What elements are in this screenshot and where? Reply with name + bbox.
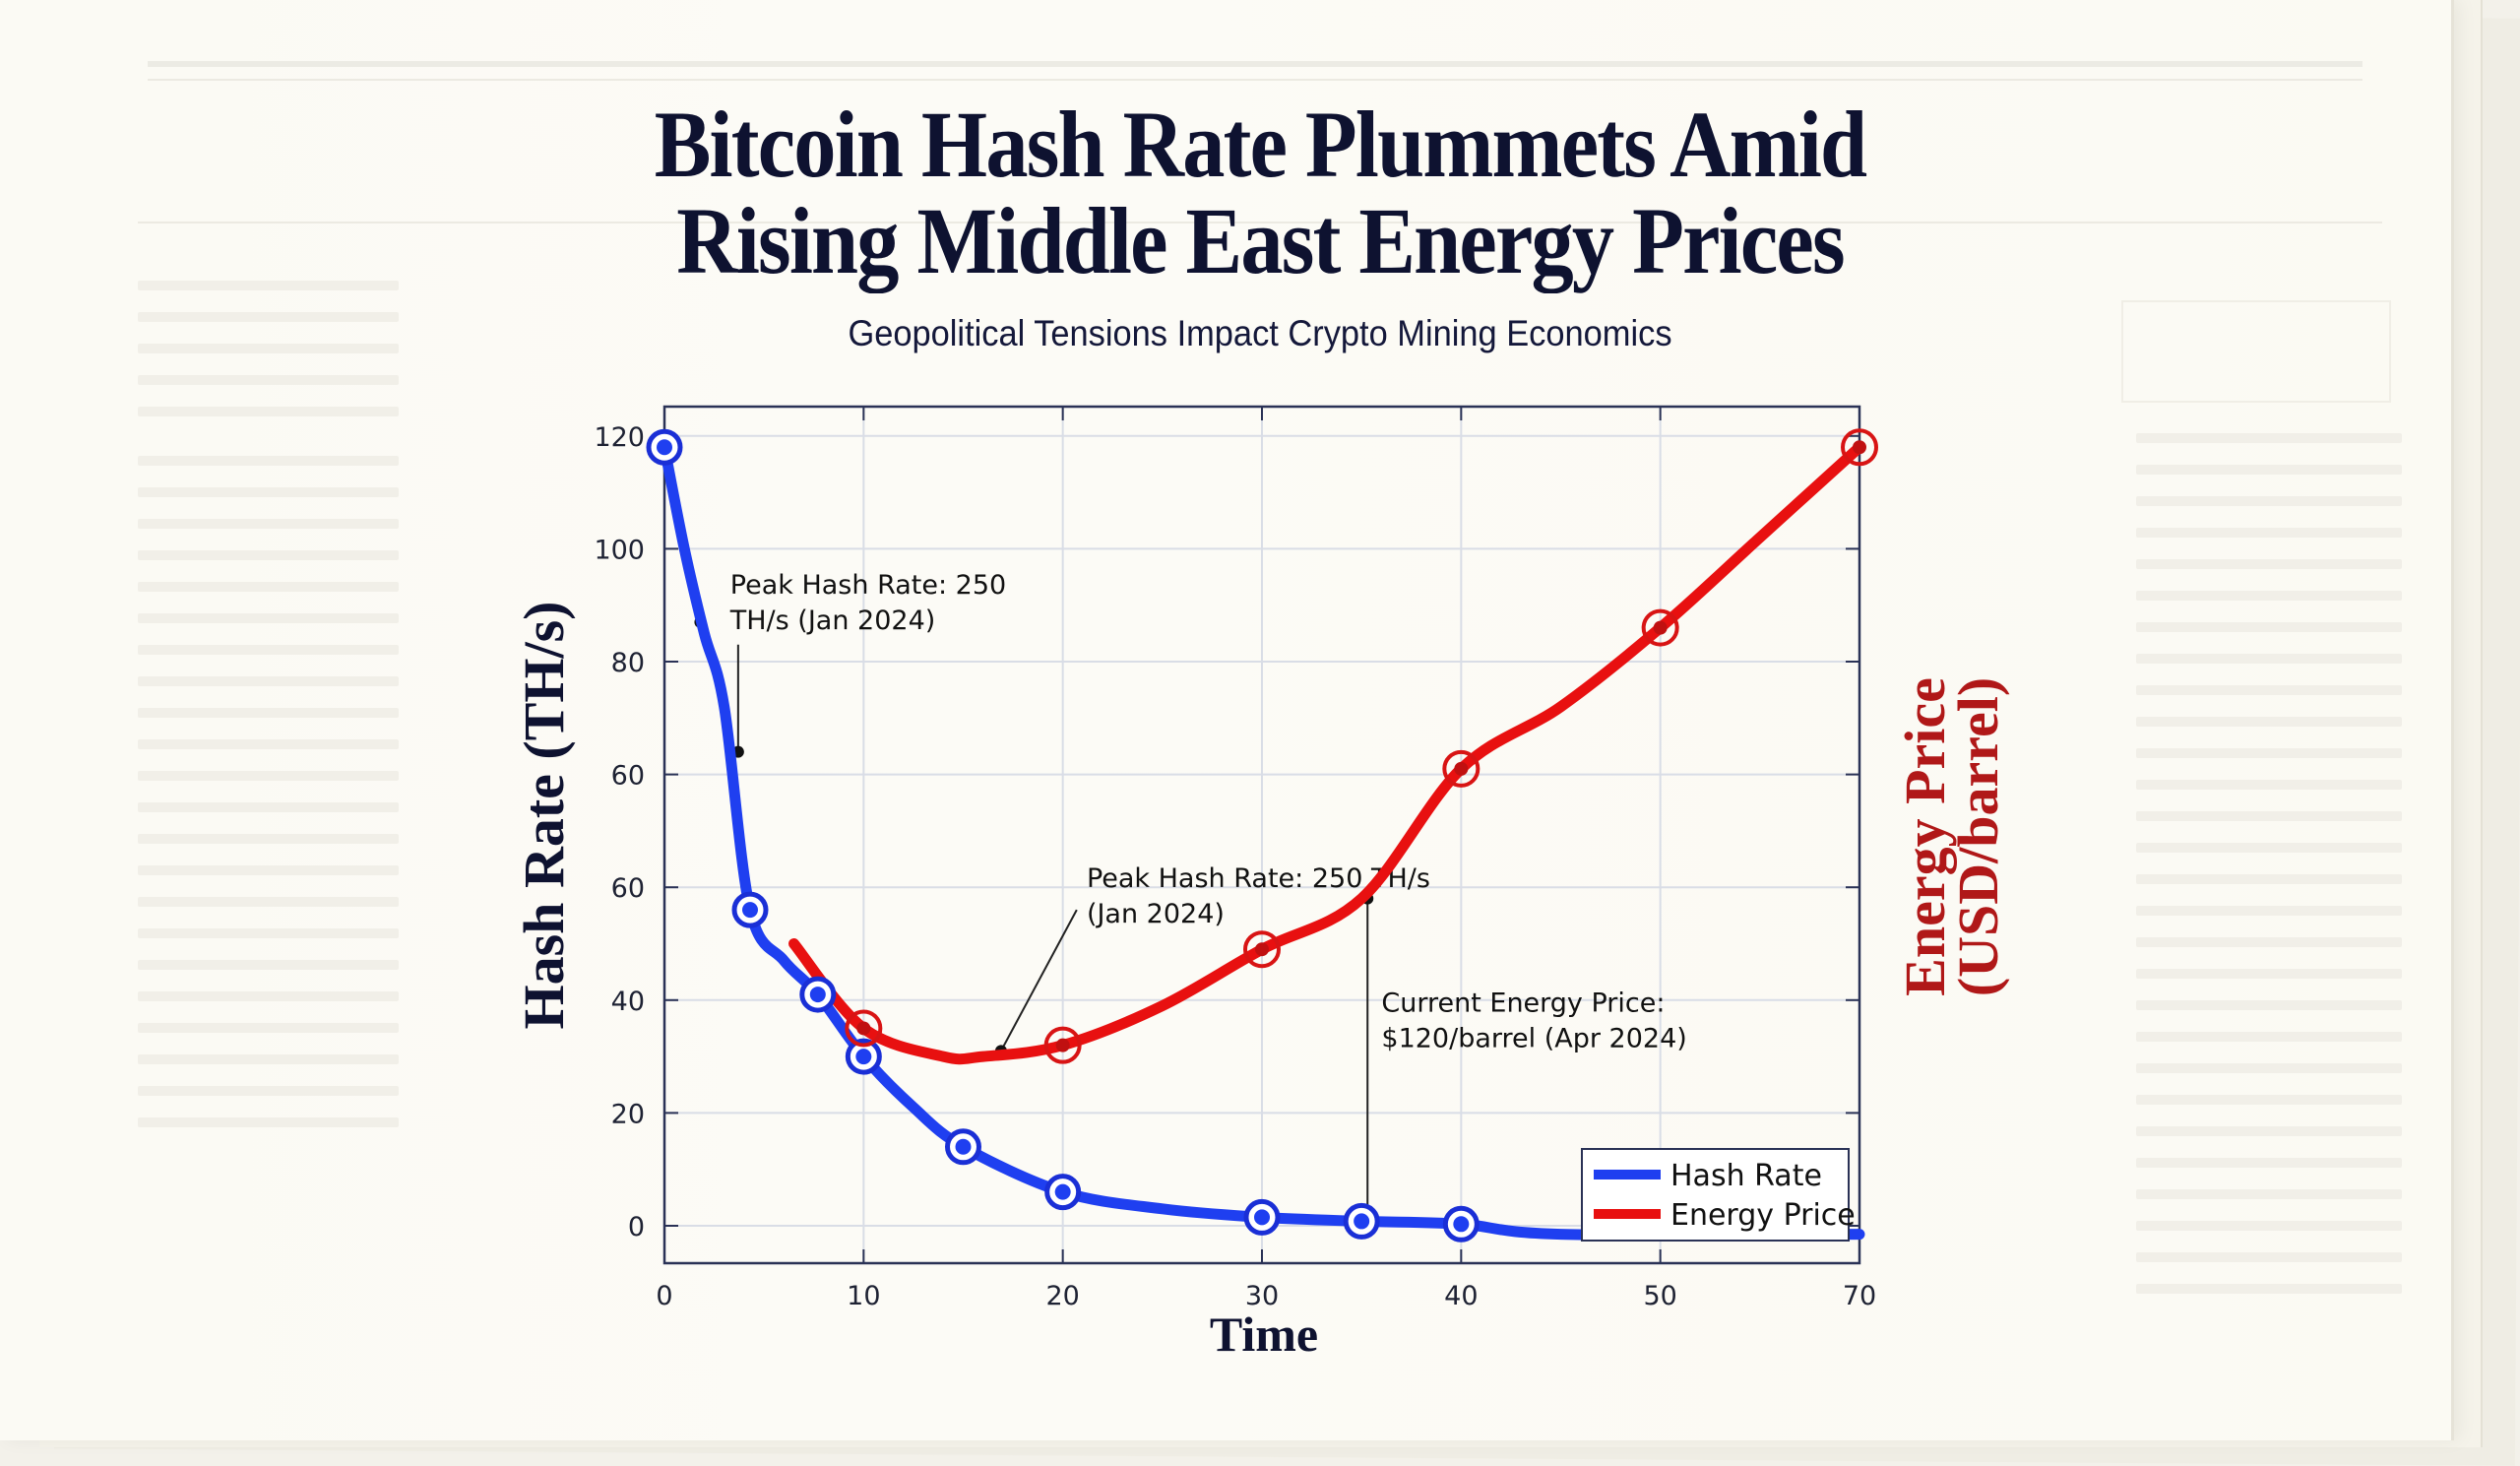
hash-rate-marker-dot [1054, 1183, 1071, 1200]
ghost-column-right [2136, 433, 2402, 1315]
subheadline: Geopolitical Tensions Impact Crypto Mini… [848, 313, 1672, 353]
legend: Hash Rate Energy Price [1581, 1148, 1856, 1242]
headline-line-2: Rising Middle East Energy Prices [676, 188, 1845, 293]
energy-price-marker [845, 1009, 883, 1048]
hash-rate-marker-dot [1453, 1216, 1470, 1233]
masthead-rule-thin [148, 79, 2362, 81]
energy-price-marker-dot [856, 1021, 871, 1036]
y-tick-label: 0 [628, 1212, 645, 1243]
y-axis-title: Hash Rate (TH/s) [512, 602, 576, 1030]
y-tick-label: 60 [611, 873, 645, 904]
tick-layer: 0 20 40 60 60 80 100 120 0 10 20 30 40 50 70 [594, 407, 1876, 1311]
x-tick-label: 0 [656, 1281, 672, 1311]
right-axis-title: Energy Price (USD/barrel) [1893, 677, 2010, 996]
energy-price-marker [1442, 749, 1480, 788]
grid-layer [663, 407, 1860, 1263]
energy-price-marker [1641, 608, 1679, 647]
energy-price-marker-dot [1255, 942, 1269, 957]
annotation-text: Peak Hash Rate: 250 [730, 570, 1006, 601]
x-tick-label: 20 [1045, 1281, 1079, 1311]
y-tick-label: 120 [594, 422, 645, 453]
x-tick-label: 70 [1843, 1281, 1876, 1311]
x-tick-label: 40 [1444, 1281, 1478, 1311]
energy-price-marker-dot [1055, 1038, 1070, 1052]
legend-box [1581, 1148, 1850, 1242]
headline-line-1: Bitcoin Hash Rate Plummets Amid [654, 92, 1867, 197]
energy-price-marker-dot [1653, 620, 1668, 635]
x-axis-title: Time [1210, 1307, 1318, 1362]
legend-label: Energy Price [1670, 1198, 1856, 1233]
annotation-text: (Jan 2024) [1087, 899, 1225, 929]
energy-price-marker-dot [1454, 761, 1469, 776]
x-tick-label: 30 [1245, 1281, 1279, 1311]
headline: Bitcoin Hash Rate Plummets Amid Rising M… [0, 96, 2520, 289]
annotation-text: TH/s (Jan 2024) [729, 606, 936, 636]
hash-rate-marker-dot [657, 439, 672, 456]
legend-label: Hash Rate [1670, 1159, 1822, 1193]
energy-price-marker [1243, 930, 1281, 969]
y-tick-label: 20 [611, 1099, 645, 1129]
annotation-text: Current Energy Price: [1381, 988, 1665, 1018]
annotation-text: $120/barrel (Apr 2024) [1381, 1023, 1686, 1053]
annotation-pointer [1000, 909, 1078, 1052]
energy-price-line [788, 441, 1865, 1065]
hash-rate-marker-dot [742, 902, 759, 919]
hash-rate-marker-dot [809, 987, 826, 1003]
energy-price-marker [1841, 428, 1878, 467]
energy-price-marker-dot [1853, 440, 1866, 455]
y-tick-label: 100 [594, 535, 645, 565]
x-tick-label: 50 [1643, 1281, 1676, 1311]
y-tick-label: 60 [611, 761, 645, 792]
right-axis-title-line-1: Energy Price [1893, 677, 1957, 996]
ghost-column-left [138, 281, 399, 1149]
masthead-rule [148, 61, 2362, 67]
y-tick-label: 80 [611, 648, 645, 678]
right-axis-title-line-2: (USD/barrel) [1946, 677, 2010, 996]
hash-rate-marker-dot [955, 1138, 972, 1155]
newspaper-page [0, 0, 2454, 1440]
x-tick-label: 10 [847, 1281, 880, 1311]
hash-rate-marker-dot [1354, 1213, 1370, 1230]
energy-price-marker [1043, 1026, 1082, 1064]
section-rule [138, 222, 2382, 223]
y-tick-label: 40 [611, 987, 645, 1017]
hash-rate-marker-dot [855, 1049, 872, 1065]
hash-rate-marker-dot [1254, 1209, 1270, 1226]
series-layer [646, 428, 1878, 1243]
ghost-sidebar-box [2121, 300, 2391, 403]
